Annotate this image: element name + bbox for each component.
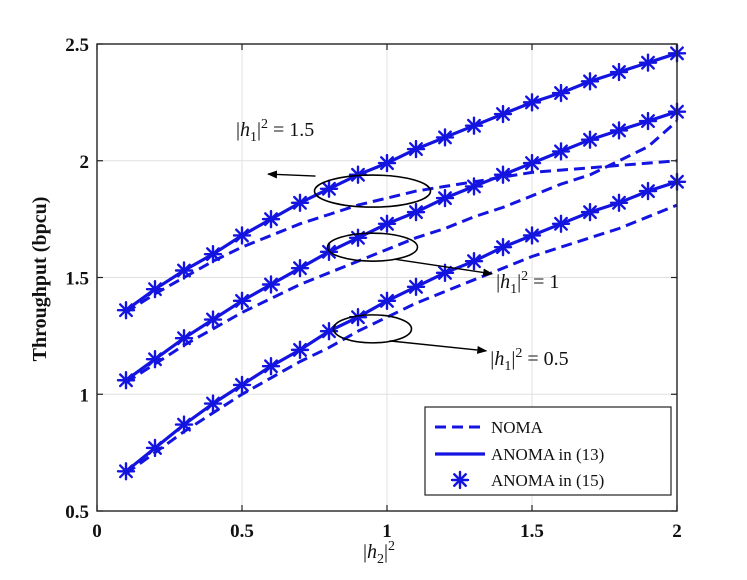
data-point (493, 237, 513, 257)
y-tick-label: 1 (80, 385, 90, 406)
series-line-1 (125, 119, 678, 384)
data-point (290, 193, 310, 212)
data-point (493, 165, 513, 184)
data-point (522, 153, 542, 173)
series-line-5 (124, 180, 678, 473)
data-point (116, 371, 136, 390)
data-point (551, 142, 571, 161)
data-point (348, 228, 368, 248)
annotation-ellipse (326, 232, 419, 262)
data-point (406, 277, 426, 297)
annotations: |h1|2 = 1.5 |h1|2 = 1 |h1|2 = 0.5 (236, 117, 569, 374)
data-point (493, 104, 513, 124)
y-tick-label: 0.5 (65, 502, 89, 523)
annotation-label: |h1|2 = 1 (496, 269, 559, 297)
data-point (464, 116, 484, 135)
data-point (435, 128, 455, 147)
data-point (290, 258, 310, 278)
data-point (261, 357, 281, 376)
legend-entry-label: ANOMA in (15) (491, 471, 604, 490)
data-point (377, 214, 397, 233)
data-point (638, 111, 658, 131)
data-point (261, 275, 281, 294)
y-tick-label: 2 (80, 152, 90, 173)
x-tick-label: 0.5 (230, 521, 254, 542)
data-point (464, 251, 484, 271)
axes: 0 0.5 1 1.5 20.511.522.5 (65, 35, 682, 542)
series-markers-6 (116, 44, 687, 320)
data-point (290, 340, 310, 360)
x-tick-label: 0 (92, 521, 102, 542)
y-tick-label: 1.5 (65, 269, 89, 290)
data-point (145, 279, 165, 299)
data-point (377, 291, 397, 311)
data-point (580, 72, 600, 91)
data-point (232, 375, 252, 395)
data-point (551, 83, 571, 103)
data-point (638, 53, 658, 72)
x-tick-label: 1 (382, 521, 392, 542)
data-point (609, 121, 629, 140)
data-point (406, 139, 426, 159)
y-tick-label: 2.5 (65, 35, 89, 56)
legend: NOMA ANOMA in (13) ANOMA in (15) (424, 406, 672, 496)
series-markers-7 (116, 102, 687, 390)
data-point (232, 226, 252, 245)
data-point (145, 438, 165, 458)
data-point (203, 244, 223, 264)
data-point (406, 202, 426, 222)
annotation-ellipse (332, 314, 413, 344)
data-point (609, 193, 629, 212)
data-point (232, 291, 252, 311)
data-point (464, 177, 484, 196)
data-point (116, 300, 136, 320)
data-point (319, 179, 339, 198)
legend-entry-label: NOMA (491, 418, 544, 437)
data-point (174, 329, 194, 348)
series-line-4 (125, 110, 678, 382)
series-line-3 (125, 51, 678, 312)
data-point (174, 415, 194, 434)
data-point (522, 93, 542, 112)
x-tick-label: 2 (672, 521, 682, 542)
x-axis-label-text: |h2|2 (363, 539, 395, 567)
x-tick-label: 1.5 (520, 521, 544, 542)
annotation-label: |h1|2 = 1.5 (236, 117, 314, 145)
data-point (377, 153, 397, 173)
annotation-arrow (267, 170, 316, 179)
data-point (174, 261, 194, 280)
y-axis-label: Throughput (bpcu) (29, 197, 51, 362)
data-point (551, 214, 571, 233)
annotation-ellipse (313, 174, 432, 208)
data-point (522, 226, 542, 245)
data-point (145, 350, 165, 369)
data-point (435, 188, 455, 208)
data-point (261, 209, 281, 229)
legend-entry-label: ANOMA in (13) (491, 445, 604, 464)
legend-swatch-anoma15 (450, 470, 470, 490)
data-point (116, 462, 136, 481)
annotation-arrow (389, 340, 488, 354)
data-point (638, 181, 658, 201)
data-point (203, 394, 223, 413)
annotation-arrow (394, 258, 494, 277)
annotation-label: |h1|2 = 0.5 (490, 346, 568, 374)
data-point (580, 202, 600, 222)
data-point (609, 62, 629, 82)
data-point (203, 310, 223, 329)
data-point (580, 130, 600, 149)
data-point (435, 263, 455, 283)
x-axis-label: |h2|2 (363, 539, 395, 567)
